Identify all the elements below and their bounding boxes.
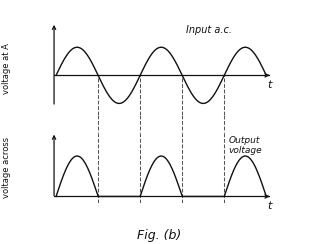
Text: voltage across: voltage across	[2, 137, 11, 198]
Text: t: t	[267, 81, 272, 90]
Text: Input a.c.: Input a.c.	[186, 25, 232, 35]
Text: Fig. (b): Fig. (b)	[137, 229, 181, 242]
Text: voltage at A: voltage at A	[2, 43, 11, 94]
Text: Output
voltage: Output voltage	[228, 136, 262, 155]
Text: t: t	[267, 201, 272, 211]
